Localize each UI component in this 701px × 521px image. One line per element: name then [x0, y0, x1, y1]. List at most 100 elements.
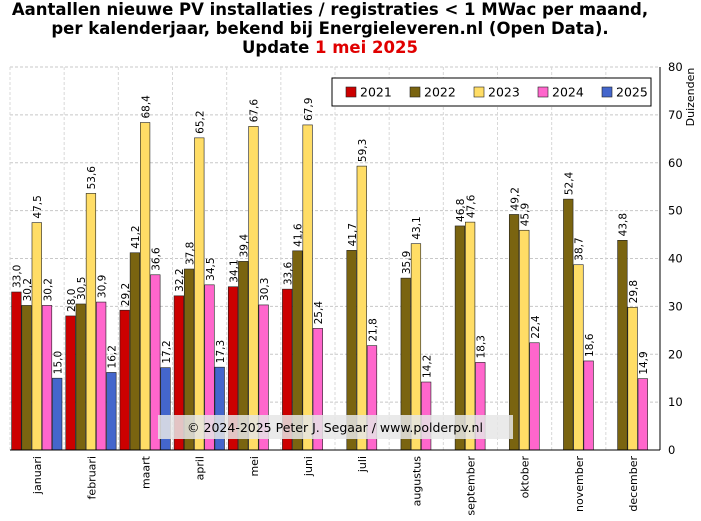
title-update-date: 1 mei 2025 — [315, 38, 418, 57]
bar — [617, 240, 628, 451]
bar — [529, 342, 540, 451]
legend-label: 2021 — [360, 85, 392, 100]
title-line-3: Update 1 mei 2025 — [0, 38, 660, 57]
bar — [627, 307, 638, 451]
data-label: 22,4 — [530, 315, 542, 339]
x-tick-label: februari — [85, 456, 98, 499]
data-label: 41,2 — [130, 225, 142, 248]
data-label: 30,3 — [259, 278, 271, 301]
y-tick-label: 50 — [668, 204, 683, 218]
data-label: 14,9 — [638, 351, 650, 374]
data-label: 25,4 — [313, 301, 325, 325]
data-label: 67,6 — [249, 99, 261, 123]
legend-swatch — [345, 86, 357, 98]
chart-title: Aantallen nieuwe PV installaties / regis… — [0, 0, 660, 57]
data-label: 65,2 — [195, 110, 207, 133]
data-label: 29,8 — [628, 280, 640, 303]
data-label: 17,3 — [215, 340, 227, 363]
x-tick-label: december — [627, 456, 640, 512]
data-label: 68,4 — [140, 95, 152, 119]
data-label: 47,6 — [465, 194, 477, 218]
bar — [573, 264, 584, 451]
bar — [519, 229, 530, 451]
bar — [140, 122, 151, 451]
bar — [75, 303, 86, 451]
x-tick-label: juli — [356, 456, 369, 473]
legend-label: 2024 — [552, 85, 584, 100]
bar — [85, 193, 97, 451]
bar — [194, 137, 205, 451]
legend-box — [331, 77, 652, 107]
data-label: 32,2 — [174, 268, 186, 291]
data-label: 34,1 — [228, 259, 240, 282]
y-tick-label: 70 — [668, 108, 683, 122]
bar — [31, 222, 42, 451]
data-label: 41,6 — [293, 223, 305, 247]
x-tick-label: mei — [248, 456, 261, 477]
data-label: 59,3 — [357, 139, 369, 162]
x-tick-label: juni — [302, 456, 315, 477]
y-axis-title: Duizenden — [684, 68, 697, 127]
y-tick-label: 40 — [668, 252, 683, 266]
data-label: 39,4 — [239, 234, 251, 258]
data-label: 33,6 — [283, 261, 295, 285]
bar — [106, 372, 117, 451]
data-label: 18,3 — [476, 335, 488, 358]
watermark-text: © 2024-2025 Peter J. Segaar / www.polder… — [187, 420, 483, 435]
bar — [508, 214, 520, 451]
data-label: 41,7 — [347, 223, 359, 246]
data-label: 34,5 — [205, 257, 217, 280]
bar — [248, 126, 259, 451]
data-label: 17,2 — [161, 340, 173, 363]
y-tick-label: 60 — [668, 156, 683, 170]
data-label: 16,2 — [107, 345, 119, 368]
bar — [65, 315, 76, 451]
bar — [11, 291, 22, 451]
data-label: 47,5 — [32, 195, 44, 218]
title-line-1: Aantallen nieuwe PV installaties / regis… — [11, 0, 649, 19]
legend-label: 2022 — [424, 85, 456, 100]
x-tick-label: maart — [139, 455, 152, 489]
data-label: 49,2 — [509, 187, 521, 210]
bar — [563, 198, 574, 451]
data-label: 46,8 — [455, 199, 467, 222]
data-labels: 33,030,247,530,215,028,030,553,630,916,2… — [12, 95, 650, 378]
bar — [302, 124, 313, 451]
bar — [583, 360, 594, 451]
y-tick-label: 80 — [668, 60, 683, 74]
bar — [41, 305, 53, 451]
data-label: 30,9 — [96, 275, 108, 298]
legend: 2021 2022 2023 2024 2025 — [331, 77, 652, 107]
data-label: 29,2 — [120, 283, 132, 306]
legend-label: 2025 — [616, 85, 648, 100]
x-tick-label: november — [573, 456, 586, 512]
data-label: 28,0 — [66, 289, 78, 312]
data-label: 15,0 — [52, 351, 64, 374]
x-tick-label: oktober — [519, 456, 532, 499]
bar — [21, 305, 32, 451]
data-label: 30,2 — [42, 278, 54, 301]
watermark-background — [158, 415, 513, 439]
data-label: 35,9 — [401, 251, 413, 274]
data-label: 43,1 — [411, 216, 423, 239]
y-tick-label: 0 — [668, 443, 675, 457]
data-label: 14,2 — [421, 355, 433, 378]
y-tick-label: 20 — [668, 347, 683, 361]
legend-swatch — [473, 86, 485, 98]
legend-swatch — [537, 86, 549, 98]
gridlines — [9, 66, 661, 451]
data-label: 52,4 — [564, 171, 576, 195]
data-label: 67,9 — [303, 98, 315, 121]
data-label: 36,6 — [151, 247, 163, 271]
title-update-label: Update — [242, 38, 316, 57]
y-tick-label: 30 — [668, 299, 683, 313]
data-label: 43,8 — [618, 213, 630, 236]
legend-swatch — [601, 86, 613, 98]
x-tick-label: april — [194, 456, 207, 480]
bar — [52, 377, 63, 451]
y-tick-label: 10 — [668, 395, 683, 409]
data-label: 45,9 — [520, 203, 532, 226]
data-label: 38,7 — [574, 237, 586, 260]
